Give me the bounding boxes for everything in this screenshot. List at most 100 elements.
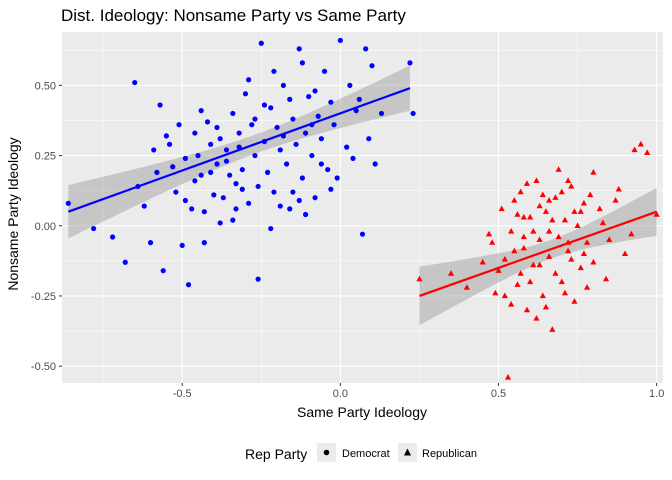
data-point [511, 197, 518, 203]
data-point [504, 373, 512, 380]
data-point [520, 213, 527, 220]
data-point [561, 289, 569, 296]
data-point [201, 209, 207, 215]
data-point [542, 208, 550, 214]
data-point [599, 219, 606, 226]
regression-lines [67, 87, 658, 297]
data-point [549, 216, 556, 223]
data-point [536, 236, 543, 242]
major-gridlines [62, 32, 663, 383]
data-point [501, 256, 508, 262]
data-point [331, 122, 337, 128]
data-point [255, 276, 261, 282]
y-tick-label: -0.50 [31, 361, 56, 373]
data-points [65, 37, 660, 380]
data-point [501, 292, 508, 299]
data-point [347, 82, 353, 88]
data-point [192, 178, 198, 184]
data-point [571, 298, 578, 304]
data-point [306, 93, 312, 100]
data-point [407, 60, 413, 66]
data-point [533, 177, 540, 184]
data-point [271, 189, 277, 195]
data-point [154, 169, 160, 175]
data-point [511, 247, 518, 254]
data-point [309, 152, 315, 159]
data-point [590, 258, 597, 265]
data-point [410, 110, 416, 117]
y-tick-label: 0.25 [35, 151, 56, 163]
data-point [590, 169, 597, 175]
data-point [147, 240, 154, 246]
data-point [141, 203, 147, 209]
chart-title: Dist. Ideology: Nonsame Party vs Same Pa… [61, 6, 406, 25]
data-point [530, 227, 537, 234]
data-point [328, 99, 334, 105]
data-point [208, 169, 214, 175]
data-point [233, 206, 239, 212]
data-point [602, 275, 610, 282]
data-point [495, 267, 502, 273]
data-point [217, 136, 223, 142]
confidence-band [419, 187, 657, 326]
data-point [302, 211, 309, 218]
x-tick-label: 0.5 [491, 388, 506, 400]
data-point [249, 122, 255, 128]
data-point [170, 164, 176, 170]
data-point [498, 205, 505, 212]
data-point [558, 278, 565, 285]
data-point [132, 79, 138, 86]
data-point [239, 186, 245, 192]
data-point [492, 289, 499, 296]
legend-label-republican: Republican [422, 448, 477, 460]
data-point [565, 247, 572, 254]
data-point [283, 161, 290, 167]
data-point [580, 250, 588, 257]
data-point [246, 200, 252, 206]
data-point [542, 303, 550, 310]
y-axis-title: Nonsame Party Ideology [5, 137, 21, 290]
data-point [299, 60, 305, 66]
data-point [615, 185, 622, 192]
data-point [530, 261, 537, 268]
data-point [185, 282, 192, 288]
data-point [299, 175, 305, 181]
data-point [523, 306, 531, 313]
data-point [363, 46, 369, 52]
data-point [198, 108, 204, 114]
y-axis-ticks: -0.50 -0.25 0.00 0.25 0.50 [31, 80, 62, 373]
data-point [334, 175, 340, 181]
data-point [527, 278, 534, 285]
data-point [302, 130, 309, 136]
data-point [533, 315, 540, 321]
data-point [508, 300, 515, 307]
data-point [268, 225, 274, 232]
data-point [176, 122, 182, 128]
data-point [233, 181, 239, 187]
data-point [583, 239, 591, 245]
data-point [479, 258, 486, 265]
data-point [277, 147, 283, 153]
x-tick-label: 1.0 [649, 388, 664, 400]
data-point [252, 116, 258, 122]
data-point [644, 149, 651, 155]
data-point [214, 124, 220, 131]
data-point [416, 275, 423, 282]
data-point [208, 141, 214, 147]
data-point [653, 211, 660, 217]
data-point [151, 147, 157, 153]
data-point [628, 230, 635, 237]
data-point [577, 264, 584, 271]
x-axis-ticks: -0.5 0.0 0.5 1.0 [173, 383, 664, 400]
legend-circle-icon [323, 449, 330, 456]
data-point [312, 88, 318, 94]
data-point [157, 102, 163, 108]
data-point [268, 105, 274, 111]
data-point [160, 268, 166, 274]
legend-triangle-icon [404, 448, 411, 456]
data-point [255, 183, 261, 190]
data-point [242, 91, 249, 97]
regression-line [67, 87, 411, 213]
y-tick-label: 0.50 [35, 80, 56, 92]
data-point [217, 220, 223, 226]
